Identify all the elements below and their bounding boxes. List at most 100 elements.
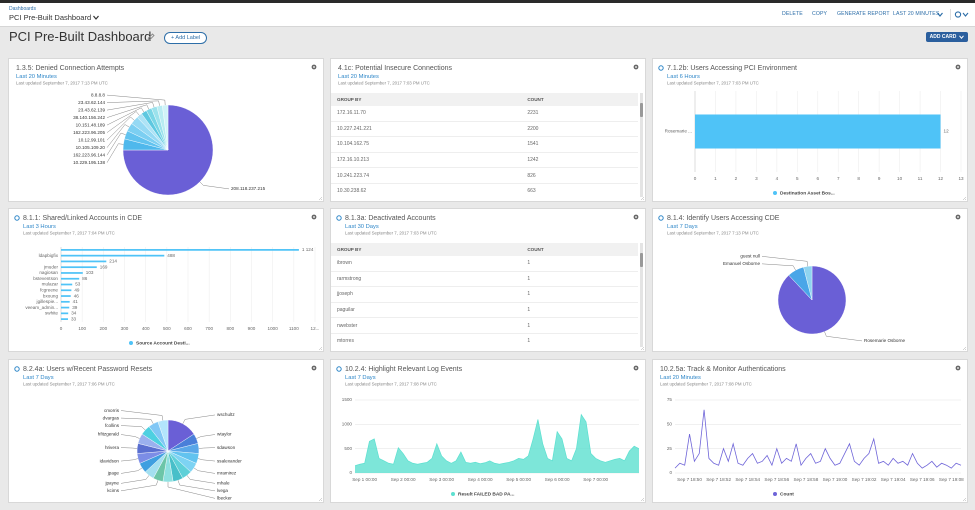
table-row[interactable]: mtorres1 xyxy=(331,333,638,347)
dashboard-select[interactable]: PCI Pre-Built Dashboard xyxy=(9,13,99,22)
scrollbar-thumb[interactable] xyxy=(640,103,643,117)
pie-leader xyxy=(825,332,862,341)
card-title: 8.2.4a: Users w/Recent Password Resets xyxy=(23,366,153,373)
scrollbar[interactable] xyxy=(640,243,643,347)
x-tick-label: Sep 5 00:00 xyxy=(506,477,531,482)
add-card-label[interactable]: ADD CARD xyxy=(930,32,957,42)
scrollbar[interactable] xyxy=(640,93,643,197)
table-row[interactable]: 10.241.223.74826 xyxy=(331,168,638,184)
pie-label: hfitzgerald xyxy=(98,432,120,437)
resize-handle[interactable] xyxy=(963,498,966,501)
card-title: 10.2.5a: Track & Monitor Authentications xyxy=(660,366,786,373)
resize-handle[interactable] xyxy=(963,347,966,350)
caret-icon xyxy=(959,35,964,39)
x-tick-label: 5 xyxy=(796,176,799,181)
delete-button[interactable]: DELETE xyxy=(782,11,803,17)
table-cell: 1 xyxy=(521,302,638,318)
table-cell: 1 xyxy=(521,287,638,303)
table-row[interactable]: 10.30.238.62663 xyxy=(331,183,638,197)
refresh-button[interactable] xyxy=(950,9,970,20)
data-table: GROUP BYCOUNTibrown1rarmstrong1jjoseph1p… xyxy=(331,243,638,347)
y-tick-label: mulazar xyxy=(42,282,59,287)
table-row[interactable]: 172.16.11.702231 xyxy=(331,106,638,121)
table-cell: 826 xyxy=(521,168,638,184)
table-row[interactable]: paguilar1 xyxy=(331,302,638,318)
x-tick-label: 900 xyxy=(248,326,256,331)
resize-handle[interactable] xyxy=(319,498,322,501)
resize-handle[interactable] xyxy=(641,498,644,501)
legend-label: Result FAILED BAD PA... xyxy=(458,491,514,497)
breadcrumb[interactable]: Dashboards xyxy=(9,6,36,12)
pie-label: 10.229.195.138 xyxy=(73,160,105,165)
bar xyxy=(61,255,164,257)
table-cell: 10.30.238.62 xyxy=(331,183,521,197)
legend-marker xyxy=(451,492,455,496)
resize-handle[interactable] xyxy=(641,197,644,200)
dashboard-select-label[interactable]: PCI Pre-Built Dashboard xyxy=(9,13,91,22)
table-row[interactable]: jjoseph1 xyxy=(331,287,638,303)
x-tick-label: Sep 7 19:00 xyxy=(823,477,848,482)
card-range: Last 30 Days xyxy=(345,224,379,230)
x-tick-label: 9 xyxy=(878,176,881,181)
resize-handle[interactable] xyxy=(319,347,322,350)
resize-handle[interactable] xyxy=(319,197,322,200)
pie-label: 10.105.109.20 xyxy=(76,145,106,150)
bar xyxy=(61,249,299,251)
value-label: 33 xyxy=(71,316,77,321)
pie-label: dvargas xyxy=(103,415,120,420)
table-row[interactable]: ibrown1 xyxy=(331,256,638,271)
x-tick-label: 13 xyxy=(958,176,964,181)
copy-button[interactable]: COPY xyxy=(812,11,827,17)
table-row[interactable]: 10.227.241.2212200 xyxy=(331,121,638,137)
data-table: GROUP BYCOUNT172.16.11.70223110.227.241.… xyxy=(331,93,638,197)
add-card-button[interactable]: ADD CARD xyxy=(926,32,968,42)
pie-label: 208.118.237.215 xyxy=(231,186,266,191)
pie-label: wtaylor xyxy=(217,432,232,437)
table-row[interactable]: nwebster1 xyxy=(331,318,638,334)
edit-icon[interactable] xyxy=(147,33,155,41)
pie-label: idavidson xyxy=(100,458,120,463)
report-button[interactable]: GENERATE REPORT xyxy=(837,11,890,17)
settings-button-hole xyxy=(957,216,959,218)
pie-label: Emanuel Osborne xyxy=(723,261,760,266)
scrollbar-thumb[interactable] xyxy=(640,253,643,267)
x-tick-label: Sep 7 00:00 xyxy=(583,477,608,482)
bar xyxy=(61,318,68,320)
y-tick-label: 50 xyxy=(667,422,673,427)
x-tick-label: 400 xyxy=(142,326,150,331)
pie-leader xyxy=(107,101,160,106)
caret-icon xyxy=(937,12,943,17)
y-tick-label: Rosemarie ... xyxy=(665,129,692,134)
bar xyxy=(695,114,941,148)
card-title: 8.1.3a: Deactivated Accounts xyxy=(345,215,436,222)
card-updated: Last updated September 7, 2017 7:08 PM U… xyxy=(660,382,752,387)
value-label: 169 xyxy=(100,264,108,269)
table-row[interactable]: rarmstrong1 xyxy=(331,271,638,287)
line xyxy=(675,410,961,468)
x-tick-label: 200 xyxy=(99,326,107,331)
y-tick-label: nagiosan xyxy=(39,270,58,275)
x-tick-label: Sep 7 18:52 xyxy=(706,477,731,482)
time-range-select[interactable]: LAST 20 MINUTES xyxy=(893,11,939,17)
card-title: 1.3.5: Denied Connection Attempts xyxy=(16,65,125,72)
column-header: COUNT xyxy=(521,93,638,106)
pie-label: jpage xyxy=(107,471,120,476)
table-cell: 1541 xyxy=(521,137,638,153)
card-range: Last 6 Hours xyxy=(667,74,700,80)
settings-button-hole xyxy=(313,216,315,218)
pie-label: guest null xyxy=(740,254,760,259)
pie-label: jpayne xyxy=(104,481,119,486)
table-cell: 1 xyxy=(521,333,638,347)
value-label: 214 xyxy=(109,259,117,264)
y-tick-label: 0 xyxy=(349,470,352,475)
table-row[interactable]: 172.16.10.2131242 xyxy=(331,152,638,168)
card-title: 8.1.1: Shared/Linked Accounts in CDE xyxy=(23,215,142,222)
card: 10.2.4: Highlight Relevant Log EventsLas… xyxy=(330,359,646,503)
resize-handle[interactable] xyxy=(641,347,644,350)
pie-label: 10.12.99.101 xyxy=(78,137,105,142)
resize-handle[interactable] xyxy=(963,197,966,200)
add-label-button[interactable]: + Add Label xyxy=(164,32,207,44)
settings-button-hole xyxy=(635,367,637,369)
table-row[interactable]: 10.104.162.751541 xyxy=(331,137,638,153)
x-tick-label: 800 xyxy=(226,326,234,331)
